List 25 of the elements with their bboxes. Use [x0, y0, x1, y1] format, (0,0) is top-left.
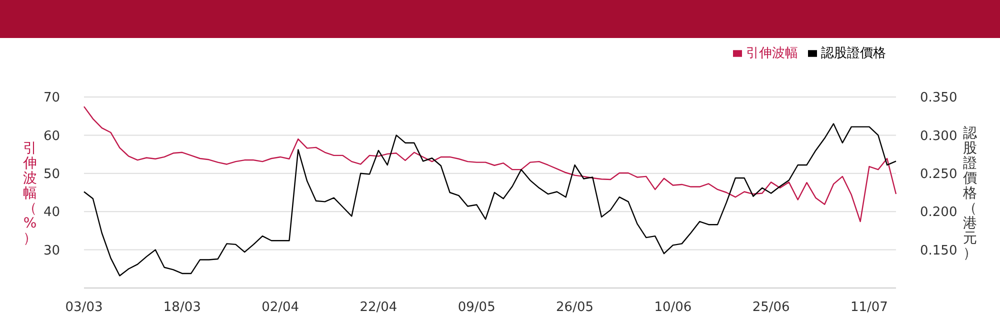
x-tick-label: 25/06 — [752, 300, 790, 316]
x-tick-label: 18/03 — [163, 300, 201, 316]
text: 認股證價格（港元） — [963, 126, 977, 262]
x-tick-label: 02/04 — [262, 300, 300, 316]
y-tick-label: 70 — [43, 90, 60, 106]
y-tick-label: 30 — [43, 243, 60, 258]
x-tick-label: 03/03 — [65, 300, 103, 316]
x-tick-label: 26/05 — [556, 300, 594, 316]
x-tick-label: 11/07 — [850, 300, 888, 316]
y2-tick-label: 0.250 — [920, 167, 958, 182]
y-tick-label: 50 — [43, 167, 60, 182]
x-tick-label: 09/05 — [458, 300, 496, 316]
legend-label: 認股證價格 — [821, 46, 886, 61]
line-series — [83, 106, 897, 222]
y2-tick-label: 0.300 — [920, 128, 958, 144]
y-axis-title: 引伸波幅（%） — [22, 140, 37, 246]
y2-tick-label: 0.200 — [920, 205, 958, 220]
y2-tick-label: 0.350 — [920, 90, 958, 106]
y-tick-label: 60 — [43, 128, 60, 144]
x-tick-label: 10/06 — [654, 300, 692, 316]
x-tick-label: 22/04 — [360, 300, 398, 316]
y2-tick-label: 0.150 — [920, 243, 958, 258]
y-tick-label: 40 — [43, 205, 60, 220]
line-series — [83, 123, 897, 276]
legend-label: 引伸波幅 — [746, 46, 798, 61]
